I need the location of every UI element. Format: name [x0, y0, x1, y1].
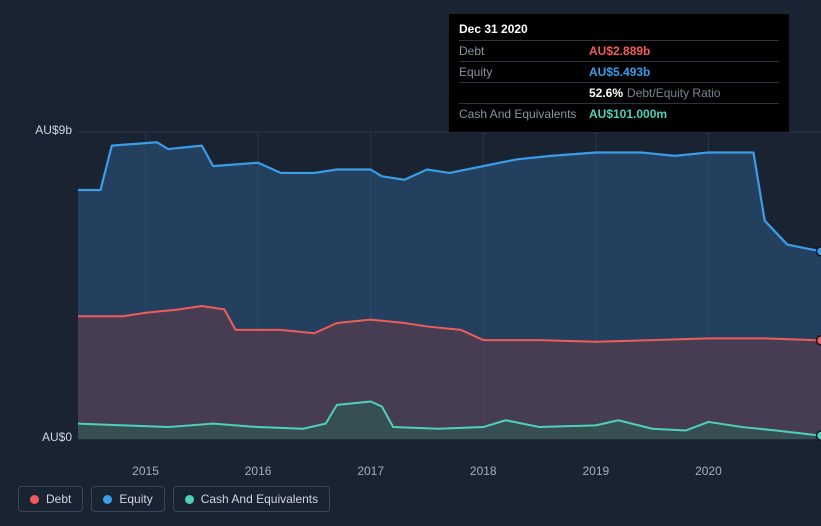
- tooltip-row-value: 52.6%Debt/Equity Ratio: [589, 86, 720, 100]
- tooltip-row: DebtAU$2.889b: [459, 40, 779, 61]
- legend-dot-icon: [185, 495, 194, 504]
- tooltip-row-label: [459, 86, 589, 100]
- chart-legend: Debt Equity Cash And Equivalents: [18, 486, 330, 512]
- legend-item-label: Cash And Equivalents: [201, 492, 318, 506]
- x-axis-tick: 2015: [132, 464, 159, 478]
- legend-item-cash-and-equivalents[interactable]: Cash And Equivalents: [173, 486, 330, 512]
- tooltip-row: EquityAU$5.493b: [459, 61, 779, 82]
- chart-tooltip: Dec 31 2020 DebtAU$2.889bEquityAU$5.493b…: [449, 14, 789, 132]
- tooltip-row: Cash And EquivalentsAU$101.000m: [459, 103, 779, 124]
- tooltip-row: 52.6%Debt/Equity Ratio: [459, 82, 779, 103]
- legend-dot-icon: [103, 495, 112, 504]
- tooltip-row-label: Equity: [459, 65, 589, 79]
- tooltip-date: Dec 31 2020: [459, 22, 779, 40]
- legend-dot-icon: [30, 495, 39, 504]
- tooltip-row-value: AU$5.493b: [589, 65, 650, 79]
- x-axis-tick: 2017: [357, 464, 384, 478]
- tooltip-row-value: AU$101.000m: [589, 107, 667, 121]
- x-axis-tick: 2020: [695, 464, 722, 478]
- x-axis-tick: 2019: [582, 464, 609, 478]
- legend-item-debt[interactable]: Debt: [18, 486, 83, 512]
- tooltip-row-label: Cash And Equivalents: [459, 107, 589, 121]
- tooltip-row-label: Debt: [459, 44, 589, 58]
- y-axis-label-top: AU$9b: [35, 123, 72, 137]
- chart-container: AU$9b AU$0 201520162017201820192020 Dec …: [18, 0, 803, 470]
- x-axis-tick: 2018: [470, 464, 497, 478]
- tooltip-row-value: AU$2.889b: [589, 44, 650, 58]
- legend-item-equity[interactable]: Equity: [91, 486, 164, 512]
- x-axis-tick: 2016: [245, 464, 272, 478]
- legend-item-label: Debt: [46, 492, 71, 506]
- y-axis-label-bottom: AU$0: [42, 430, 72, 444]
- legend-item-label: Equity: [119, 492, 152, 506]
